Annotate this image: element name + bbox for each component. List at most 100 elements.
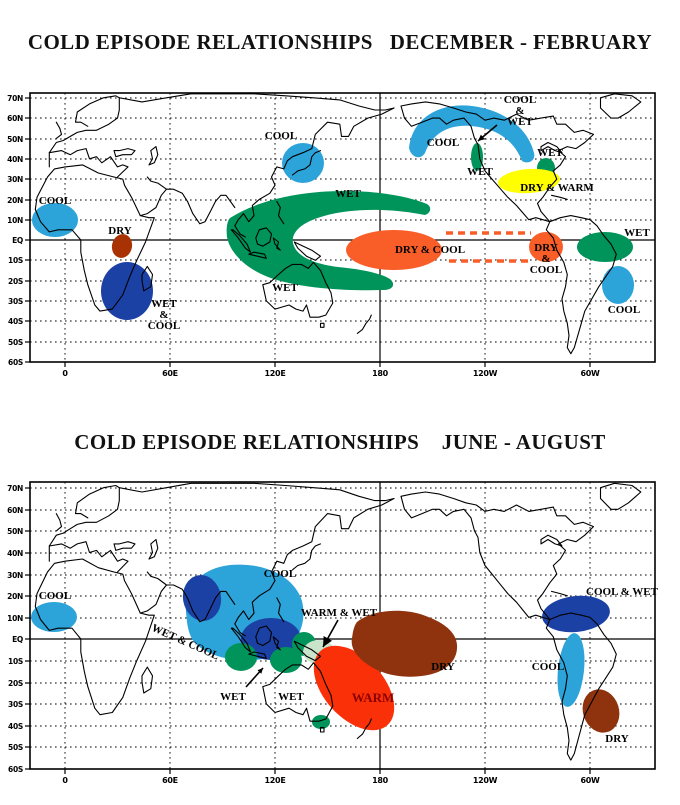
coastline	[34, 558, 155, 716]
x-axis-label-60w: 60W	[580, 369, 600, 378]
region-blob-wet-cool-southern-africa	[101, 262, 153, 320]
coastline	[48, 97, 120, 154]
y-axis-label-70n: 70N	[7, 484, 23, 493]
region-label-cool-se-brazil: COOL	[608, 304, 640, 316]
region-label-wet-and-cool-southern-africa: WET & COOL	[148, 298, 180, 332]
coastline	[293, 640, 322, 662]
map-frame	[29, 92, 656, 363]
x-axis-label-0: 0	[62, 776, 68, 785]
y-axis-label-40s: 40S	[8, 317, 23, 326]
arrow-head	[323, 636, 332, 647]
x-axis-label-60e: 60E	[162, 369, 178, 378]
coastline	[272, 636, 281, 651]
region-label-warm-and-wet-solomon: WARM & WET	[301, 607, 378, 619]
coastlines	[34, 93, 642, 355]
arrow-head	[257, 668, 263, 674]
arrow-head	[478, 134, 485, 141]
map-frame	[29, 481, 656, 770]
coastline	[230, 229, 252, 253]
region-blob-wet-pacific-northwest	[471, 143, 483, 171]
coastline	[262, 662, 334, 722]
coastline	[545, 612, 617, 761]
coastline	[400, 491, 595, 621]
coastline	[319, 727, 325, 733]
coastline	[148, 146, 159, 166]
y-axis-label-40s: 40S	[8, 722, 23, 731]
region-blob-wet-arafura-sea	[270, 647, 302, 673]
coastline	[55, 513, 63, 532]
coastline	[248, 651, 267, 660]
y-axis-label-50s: 50S	[8, 743, 23, 752]
region-label-wet-indonesia: WET	[272, 282, 298, 294]
coastline	[540, 141, 563, 154]
region-blob-wet-northeast-south-america	[577, 232, 633, 262]
region-blob-dry-east-africa	[111, 234, 133, 258]
region-label-cool-north-pacific: COOL	[427, 137, 459, 149]
coastline	[319, 322, 325, 328]
coastline	[291, 150, 322, 176]
region-blob-dry-warm-southern-us	[498, 168, 560, 194]
coastline	[255, 227, 273, 247]
y-axis-label-60n: 60N	[7, 506, 23, 515]
y-axis-label-10s: 10S	[8, 256, 23, 265]
coastline	[400, 101, 595, 223]
coastline	[356, 314, 372, 334]
map-djf: COOL DRY WET & COOL COOL WET WET DRY & COOL DRY & C…	[7, 92, 656, 378]
y-axis-label-30n: 30N	[7, 175, 23, 184]
region-label-cool-and-wet-caribbean: COOL & WET	[586, 586, 659, 598]
region-label-dry-central-pacific: DRY	[431, 661, 455, 673]
coastline	[139, 188, 236, 225]
coastline	[113, 148, 136, 158]
coastline	[545, 215, 617, 355]
x-axis-label-180: 180	[372, 776, 389, 785]
region-label-cool-nw-africa: COOL	[39, 195, 71, 207]
title-jja: COLD EPISODE RELATIONSHIPS JUNE - AUGUST	[74, 430, 606, 454]
region-label-warm-australia: WARM	[352, 690, 395, 705]
coastline	[291, 543, 322, 571]
coastline	[234, 497, 395, 637]
x-axis-label-120w: 120W	[473, 776, 498, 785]
y-axis-label-60n: 60N	[7, 114, 23, 123]
region-blob-cool-northwest-africa	[32, 203, 78, 237]
y-axis-label-10s: 10S	[8, 657, 23, 666]
y-axis-label-60s: 60S	[8, 358, 23, 367]
coastline	[234, 107, 395, 238]
coastline	[599, 93, 642, 119]
y-axis-label-50n: 50N	[7, 135, 23, 144]
region-blob-wet-west-of-sumatra	[225, 643, 257, 671]
y-axis-label-20n: 20N	[7, 592, 23, 601]
y-axis-label-20s: 20S	[8, 277, 23, 286]
region-blob-dry-cool-central-pacific	[346, 230, 442, 270]
coastline	[118, 93, 395, 111]
y-axis-label-40n: 40N	[7, 155, 23, 164]
coastline	[356, 718, 372, 740]
region-blob-cool-andes	[557, 633, 585, 707]
coastline	[540, 534, 563, 547]
y-axis-label-60s: 60S	[8, 765, 23, 774]
region-label-cool-andes: COOL	[532, 661, 564, 673]
region-blob-dry-southern-south-america	[582, 689, 620, 733]
coastline	[148, 538, 159, 560]
region-label-dry-east-africa: DRY	[108, 225, 132, 237]
coastline	[55, 121, 63, 139]
y-axis-label-10n: 10N	[7, 614, 23, 623]
coastline	[48, 487, 120, 547]
region-blob-cool-southeast-brazil	[602, 266, 634, 304]
coastline	[74, 484, 120, 519]
region-label-dry-and-cool-peru: DRY & COOL	[530, 242, 562, 276]
coastline	[74, 95, 120, 127]
x-axis-label-120e: 120E	[265, 776, 286, 785]
coastline	[550, 590, 568, 597]
region-label-wet-ne-south-america: WET	[624, 227, 650, 239]
region-label-wet-pacific-northwest: WET	[467, 166, 493, 178]
coastline	[262, 261, 334, 318]
y-axis-label-eq: EQ	[12, 635, 23, 644]
coastline	[141, 666, 154, 694]
x-axis-label-0: 0	[62, 369, 68, 378]
coastline	[139, 584, 236, 623]
y-axis-label-10n: 10N	[7, 216, 23, 225]
coastline	[293, 241, 322, 261]
x-axis-label-60w: 60W	[580, 776, 600, 785]
